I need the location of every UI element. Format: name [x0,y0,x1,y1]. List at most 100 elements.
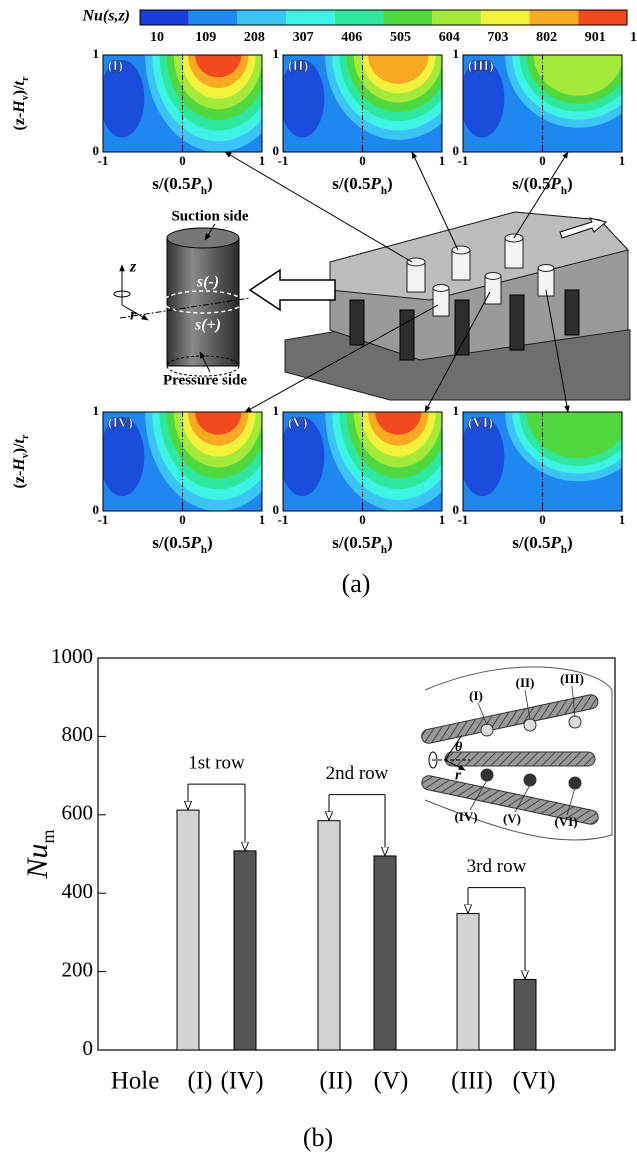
label-part: P [550,174,562,193]
label-part: m [38,829,58,843]
label-part: P [190,174,202,193]
bar [513,978,537,1051]
colorbar-segment [334,10,384,25]
inset-label: (I) [469,688,483,703]
x-tick-label: 0 [179,153,186,168]
label-part: P [370,533,382,552]
label-part: s/(0.5 [332,533,370,552]
s-minus-label: s(-) [196,274,219,291]
colorbar-title: Nu(s,z) [81,8,130,25]
contour-region [375,412,422,435]
x-axis-label: s/(0.5Ph) [332,174,392,197]
label-part: H [11,100,28,114]
y-axis-label: (z-Hv)/tr [11,76,31,130]
x-tick-label: 0 [179,512,186,527]
row-annotation: 2nd row [326,763,389,784]
inset-label: (II) [516,675,535,690]
caption: (b) [303,1123,333,1152]
y-tick-label: 200 [62,957,94,981]
label-part: t [11,80,28,85]
y-tick-label: 1 [93,403,100,418]
label-part: s/(0.5 [332,174,370,193]
x-tick-label: 0 [359,512,366,527]
x-tick-label: (VI) [512,1068,555,1095]
y-tick-label: 0 [453,143,460,158]
bar [373,855,397,1051]
y-tick-label: 0 [93,143,100,158]
label-part: s/(0.5 [512,533,550,552]
x-tick-label: 0 [539,153,546,168]
y-tick-label: 1 [453,46,460,61]
colorbar-tick-label: 604 [439,30,460,45]
colorbar-tick-label: 703 [487,30,508,45]
y-tick-label: 1 [93,46,100,61]
label-part: P [190,533,202,552]
label-part: v [20,95,31,100]
label-part: h [561,185,567,197]
contour-panel [103,412,262,511]
label-part: Nu [21,844,54,880]
colorbar-segment [140,10,189,25]
inset-r: r [455,767,461,783]
colorbar-tick-label: 1000 [630,30,637,45]
contour-region [283,59,325,138]
colorbar-segment [432,10,481,25]
bar [317,820,341,1051]
contour-region [533,55,622,96]
contour-panel [283,412,442,511]
y-tick-label: 1 [273,403,280,418]
label-part: ) [387,174,393,193]
pressure-label: Pressure side [163,372,247,388]
contour-region [283,416,325,497]
x-tick-label: 0 [359,153,366,168]
inset-theta: θ [455,740,463,755]
colorbar-segment [188,10,238,25]
label-part: r [20,76,31,81]
label-part: s/(0.5 [512,174,550,193]
label-part: ) [567,174,573,193]
label-part: (z- [11,113,28,131]
panel-label: (II) [288,59,309,74]
x-axis-label: s/(0.5Ph) [512,174,572,197]
contour-region [526,412,622,459]
label-part: h [381,544,387,556]
contour-region [195,55,242,78]
colorbar-tick-label: 901 [585,30,606,45]
label-part: H [11,458,28,472]
y-tick-label: 1000 [51,644,93,668]
colorbar-tick-label: 10 [150,30,164,45]
label-part: r [20,434,31,439]
x-axis-label: s/(0.5Ph) [152,533,212,556]
y-tick-label: 1 [453,403,460,418]
label-part: P [550,533,562,552]
row-annotation: 3rd row [467,856,527,877]
row-annotation: 1st row [188,752,245,773]
caption: (a) [342,569,371,598]
x-tick-label: -1 [98,153,109,168]
colorbar-segment [237,10,287,25]
label-part: ) [207,174,213,193]
y-axis-label: Num [21,829,58,879]
inset-label: (V) [503,811,521,826]
bar [456,913,480,1051]
y-tick-label: 600 [62,801,94,825]
x-tick-label: -1 [278,153,289,168]
y-tick-label: 0 [273,502,280,517]
label-part: s/(0.5 [152,174,190,193]
colorbar-segment [383,10,433,25]
contour-panel [103,55,262,152]
y-tick-label: 0 [93,502,100,517]
contour-region [103,59,145,138]
x-tick-label: 1 [619,512,626,527]
label-part: (z- [11,471,28,489]
colorbar-tick-label: 406 [341,30,362,45]
inset-label: (III) [560,671,584,686]
inset-diagram: (I) (II) (III) (IV) (V) (VI) θ r [421,666,613,841]
x-tick-label: 0 [539,512,546,527]
label-part: h [201,544,207,556]
contour-panel [283,55,442,152]
s-plus-label: s(+) [194,317,221,334]
label-part: P [370,174,382,193]
x-tick-label: -1 [458,153,469,168]
